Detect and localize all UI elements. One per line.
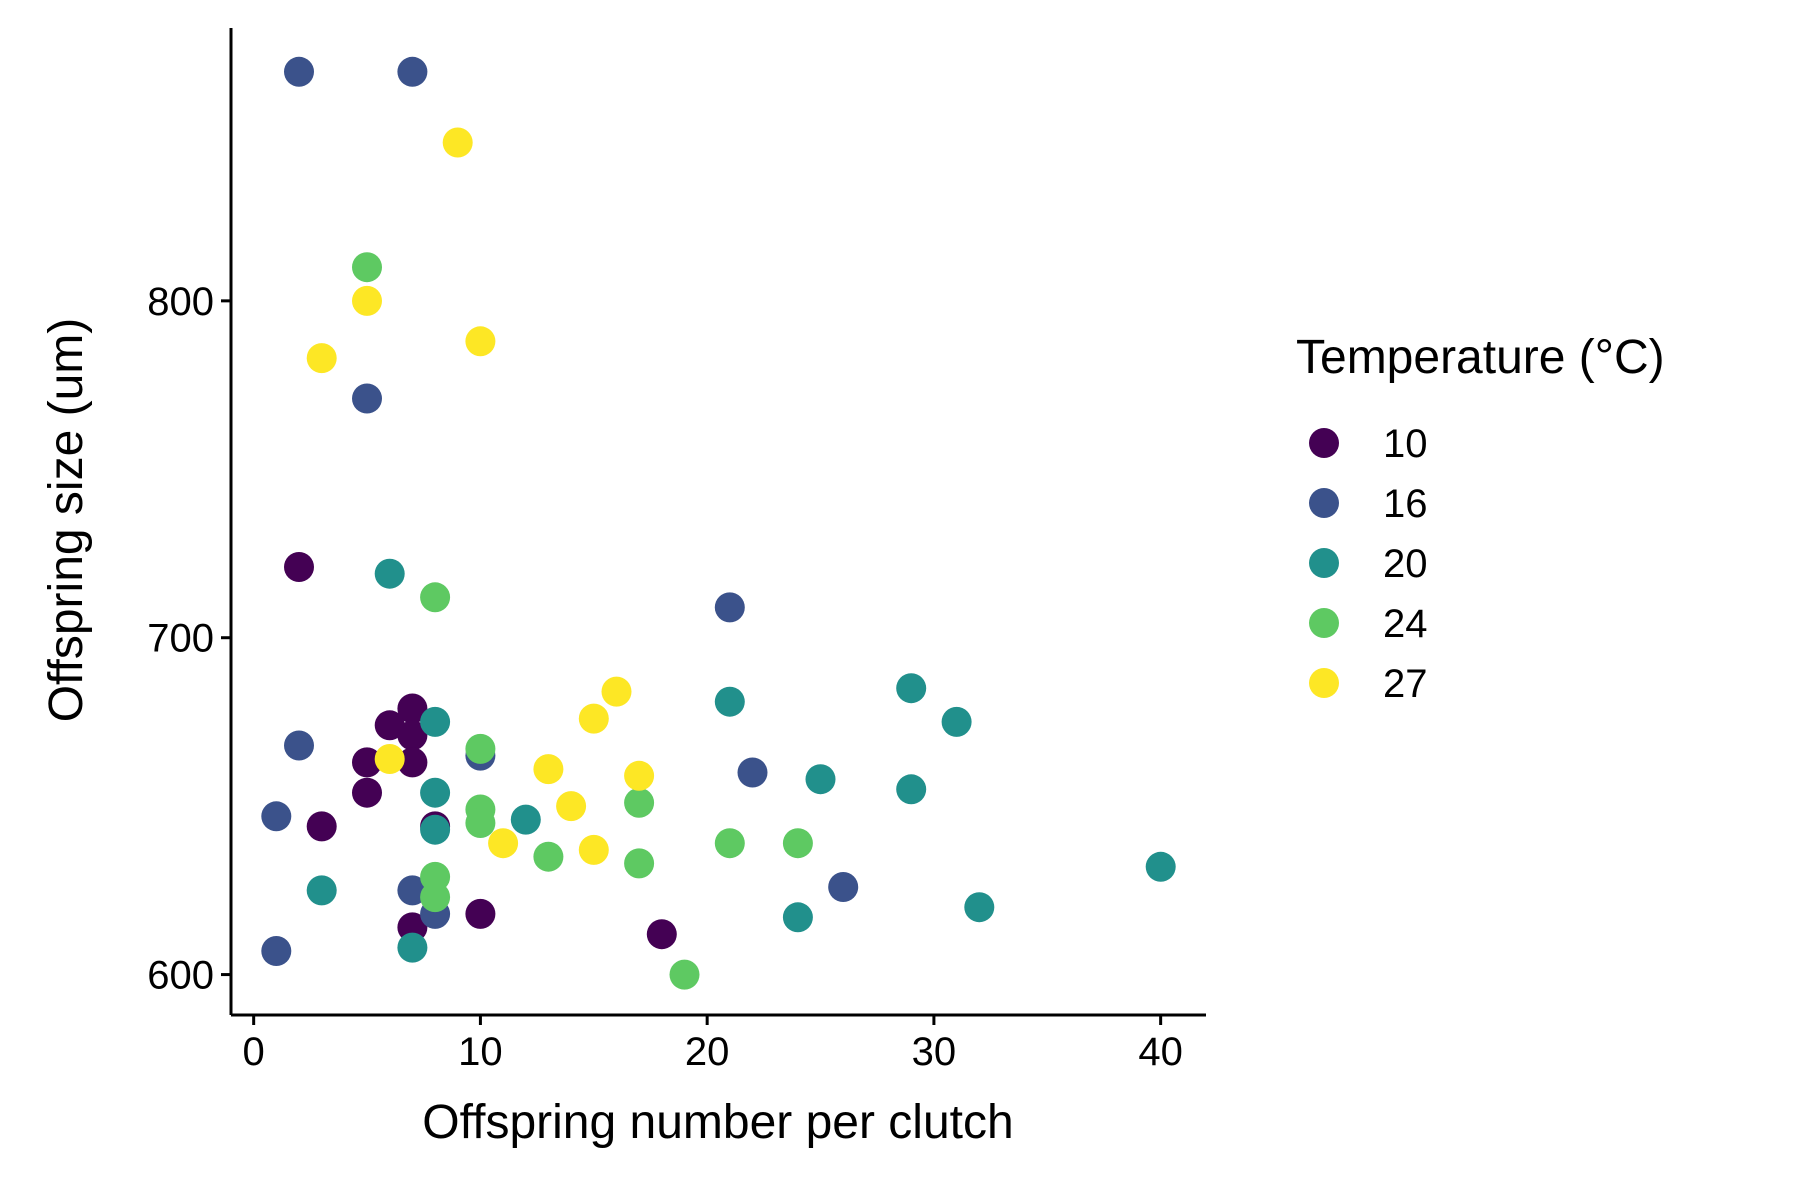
- legend-title: Temperature (°C): [1296, 331, 1665, 384]
- legend-label: 20: [1383, 542, 1428, 586]
- data-point: [714, 592, 745, 623]
- data-point: [420, 814, 451, 845]
- legend: Temperature (°C) 10 16 20 24 27: [1296, 331, 1665, 706]
- legend-key: [1309, 428, 1339, 458]
- data-point: [578, 834, 609, 865]
- data-point: [828, 872, 859, 902]
- data-point: [397, 747, 428, 778]
- data-point: [533, 754, 564, 785]
- data-point: [782, 828, 813, 859]
- data-point: [646, 919, 677, 950]
- data-point: [964, 892, 995, 923]
- data-point: [284, 552, 314, 582]
- data-point: [737, 757, 768, 788]
- data-point: [352, 747, 382, 778]
- data-point: [261, 936, 292, 966]
- data-point: [397, 720, 428, 751]
- data-point: [420, 582, 451, 613]
- data-point: [941, 706, 972, 737]
- data-point: [714, 686, 745, 717]
- axes: 0 10 20 30 40 600 700 800: [147, 28, 1206, 1074]
- data-point: [805, 764, 836, 795]
- data-point: [284, 730, 314, 761]
- y-tick-label: 600: [147, 954, 214, 998]
- data-point: [397, 875, 428, 906]
- data-point: [420, 706, 451, 737]
- legend-key: [1309, 608, 1339, 638]
- data-point: [352, 252, 382, 283]
- data-point: [352, 777, 382, 808]
- data-point: [669, 959, 700, 990]
- points-layer: [261, 56, 1176, 990]
- data-point: [465, 898, 496, 929]
- data-point: [533, 841, 564, 872]
- x-tick-label: 40: [1138, 1030, 1183, 1074]
- data-point: [420, 777, 451, 808]
- data-point: [397, 693, 428, 724]
- data-point: [578, 703, 609, 734]
- data-point: [352, 285, 382, 316]
- data-point: [1145, 851, 1176, 882]
- data-point: [397, 932, 428, 963]
- x-tick-label: 20: [685, 1030, 730, 1074]
- data-point: [601, 676, 632, 707]
- legend-label: 27: [1383, 662, 1428, 706]
- data-point: [374, 710, 405, 741]
- x-tick-label: 10: [458, 1030, 503, 1074]
- data-point: [374, 744, 405, 774]
- data-point: [465, 808, 496, 838]
- data-point: [896, 774, 927, 805]
- data-point: [714, 828, 745, 859]
- data-point: [442, 127, 473, 158]
- data-point: [306, 811, 337, 842]
- x-axis-title: Offspring number per clutch: [422, 1096, 1013, 1149]
- data-point: [624, 848, 655, 879]
- legend-label: 24: [1383, 602, 1428, 646]
- data-point: [306, 343, 337, 374]
- data-point: [624, 760, 655, 791]
- x-tick-label: 30: [912, 1030, 957, 1074]
- data-point: [782, 902, 813, 933]
- legend-key: [1309, 488, 1339, 518]
- y-axis-title: Offspring size (um): [40, 318, 93, 723]
- data-point: [352, 383, 382, 414]
- y-tick-label: 700: [147, 617, 214, 661]
- data-point: [556, 791, 587, 822]
- data-point: [896, 673, 927, 704]
- data-point: [420, 882, 451, 913]
- data-point: [374, 558, 405, 589]
- data-point: [261, 801, 292, 832]
- legend-entries: 10 16 20 24 27: [1309, 422, 1428, 706]
- data-point: [465, 326, 496, 357]
- data-point: [306, 875, 337, 906]
- data-point: [284, 56, 314, 87]
- legend-label: 16: [1383, 482, 1428, 526]
- data-point: [465, 733, 496, 764]
- data-point: [397, 56, 428, 87]
- data-point: [510, 804, 541, 835]
- legend-key: [1309, 548, 1339, 578]
- legend-label: 10: [1383, 422, 1428, 466]
- x-tick-label: 0: [243, 1030, 265, 1074]
- data-point: [624, 787, 655, 818]
- y-tick-label: 800: [147, 280, 214, 324]
- legend-key: [1309, 668, 1339, 698]
- data-point: [488, 828, 519, 859]
